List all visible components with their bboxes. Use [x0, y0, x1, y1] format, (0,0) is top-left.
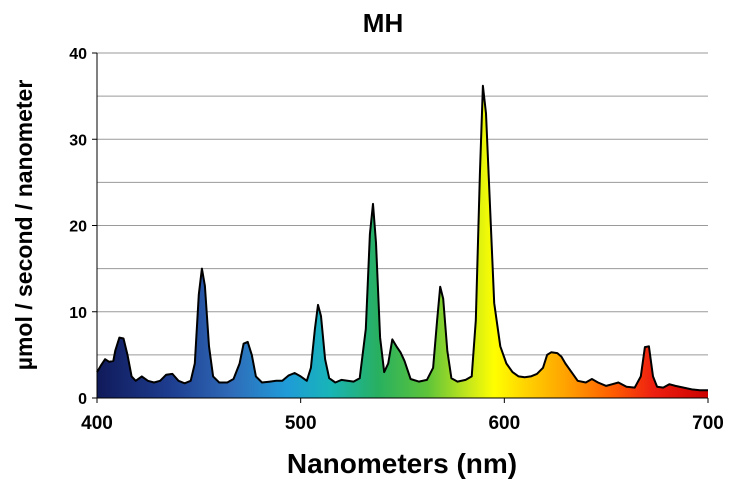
- y-tick-label: 20: [69, 219, 87, 236]
- y-ticks: 0 10 20 30 40: [69, 46, 97, 408]
- grid-lines: [97, 53, 708, 355]
- x-axis-title: Nanometers (nm): [287, 448, 517, 479]
- chart-title: MH: [363, 8, 403, 38]
- x-tick-label: 500: [285, 413, 317, 434]
- x-tick-label: 600: [488, 413, 520, 434]
- y-tick-label: 0: [78, 391, 87, 408]
- x-tick-label: 400: [81, 413, 113, 434]
- x-ticks: 400 500 600 700: [81, 398, 724, 434]
- spectrum-line: [97, 86, 708, 390]
- x-tick-label: 700: [692, 413, 724, 434]
- spectrum-area: [97, 86, 708, 398]
- y-axis-title: µmol / second / nanometer: [11, 80, 37, 371]
- y-tick-label: 40: [69, 46, 87, 63]
- y-tick-label: 10: [69, 305, 87, 322]
- y-tick-label: 30: [69, 132, 87, 149]
